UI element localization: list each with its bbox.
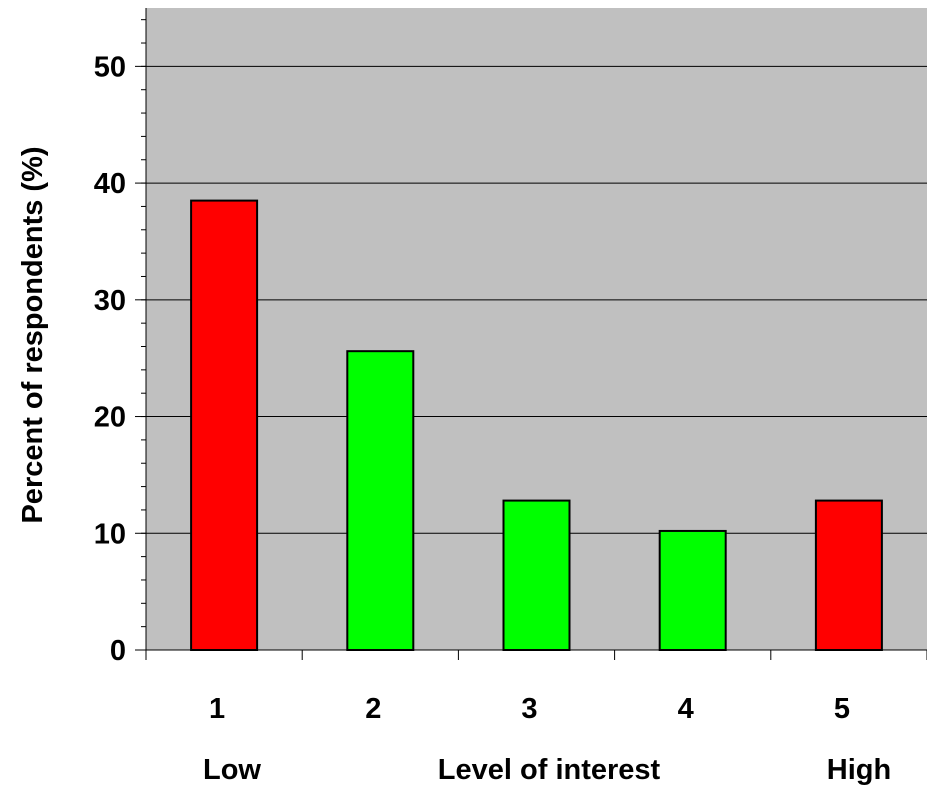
x-axis-ticks: 1 2 3 4 5 (145, 650, 927, 725)
y-tick-label: 50 (94, 51, 126, 83)
bar (346, 350, 415, 651)
bar (190, 199, 259, 651)
y-axis-title: Percent of respondents (%) (17, 146, 49, 523)
bar (658, 529, 727, 651)
gridlines (146, 65, 927, 534)
axes (145, 8, 927, 660)
bars (190, 199, 883, 651)
x-axis-low-label: Low (203, 754, 261, 786)
x-tick-label: 4 (678, 693, 694, 725)
y-axis-ticks: 0 10 20 30 40 50 (94, 19, 146, 667)
y-tick-label: 40 (94, 168, 126, 200)
x-axis-high-label: High (827, 754, 891, 786)
x-axis-title: Level of interest (438, 754, 661, 786)
y-tick-label: 0 (110, 635, 126, 667)
y-tick-label: 10 (94, 518, 126, 550)
x-tick-label: 2 (365, 693, 381, 725)
x-tick-label: 5 (834, 693, 850, 725)
x-tick-label: 1 (209, 693, 225, 725)
y-tick-label: 30 (94, 285, 126, 317)
bar (502, 499, 571, 651)
bar (814, 499, 883, 651)
x-tick-label: 3 (521, 693, 537, 725)
y-tick-label: 20 (94, 402, 126, 434)
